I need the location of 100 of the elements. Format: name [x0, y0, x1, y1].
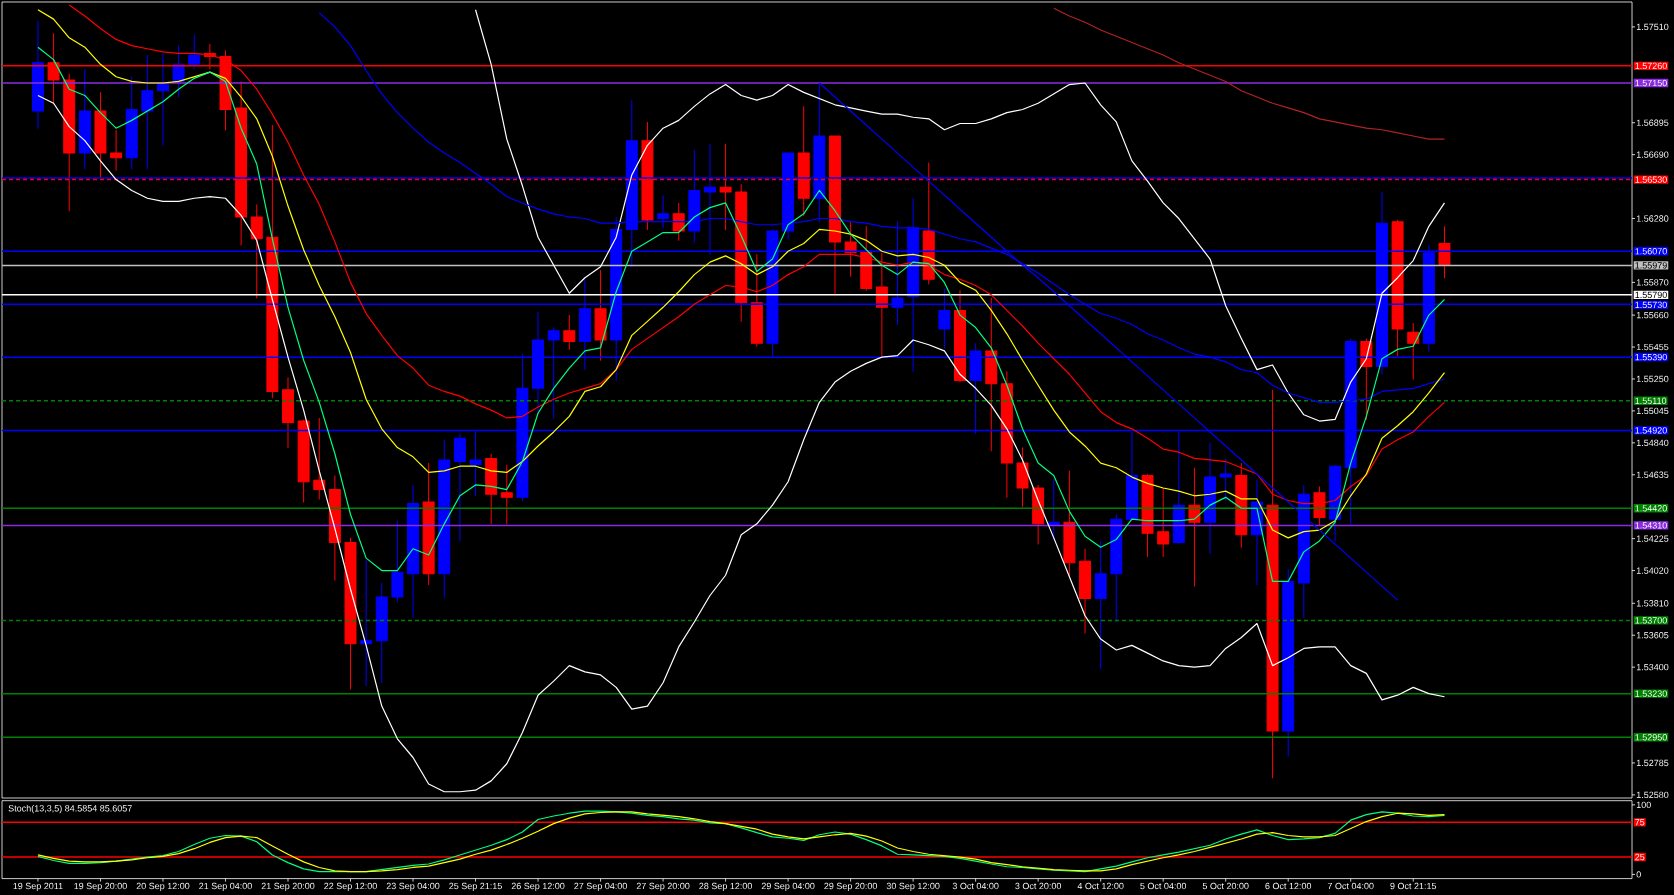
candlestick — [1282, 568, 1295, 757]
x-tick-label: 5 Oct 04:00 — [1140, 882, 1187, 890]
x-tick-label: 29 Sep 04:00 — [761, 882, 815, 891]
y-tick-label: 1.54635 — [1636, 471, 1669, 478]
y-tick-label: 1.52580 — [1636, 791, 1669, 799]
y-tick-label: 1.53605 — [1636, 632, 1669, 639]
ref-line-label: 1.53230 — [1635, 690, 1667, 697]
y-tick-label: 1.55870 — [1636, 279, 1669, 286]
y-tick-label: 0 — [1636, 871, 1641, 878]
ref-line-label: 75 — [1635, 819, 1645, 826]
candlestick — [594, 269, 607, 361]
candlestick — [657, 194, 670, 229]
candlestick — [1141, 473, 1154, 558]
candlestick — [78, 68, 91, 170]
x-tick-label: 23 Sep 04:00 — [386, 882, 440, 891]
y-tick-label: 1.54020 — [1636, 567, 1669, 574]
candlestick — [250, 204, 263, 299]
x-tick-label: 21 Sep 04:00 — [199, 882, 252, 891]
candlestick — [1016, 447, 1029, 508]
x-tick-label: 21 Sep 20:00 — [261, 882, 315, 891]
y-tick-label: 1.54840 — [1636, 439, 1669, 447]
ref-line-label: 1.57260 — [1635, 62, 1667, 70]
x-tick-label: 6 Oct 12:00 — [1265, 882, 1312, 890]
candlestick — [1079, 548, 1091, 634]
x-tick-label: 30 Sep 12:00 — [886, 882, 940, 891]
x-tick-label: 3 Oct 20:00 — [1015, 882, 1062, 890]
ref-line-label: 1.54420 — [1635, 505, 1667, 512]
x-tick-label: 28 Sep 12:00 — [699, 882, 752, 891]
y-tick-label: 1.56690 — [1636, 151, 1669, 158]
y-tick-label: 1.53810 — [1636, 600, 1669, 607]
ref-line-label: 25 — [1635, 853, 1645, 861]
candlestick — [485, 453, 498, 525]
candlestick — [1329, 464, 1342, 542]
candlestick — [360, 559, 373, 687]
ref-line-label: 1.57150 — [1635, 79, 1667, 87]
candlestick — [282, 376, 294, 449]
x-tick-label: 7 Oct 04:00 — [1327, 882, 1374, 890]
x-tick-label: 22 Sep 12:00 — [324, 882, 377, 891]
candlestick — [438, 439, 451, 598]
x-tick-label: 20 Sep 12:00 — [136, 882, 190, 891]
ref-line-label: 1.54310 — [1635, 522, 1667, 529]
ref-line-label: 1.54920 — [1635, 427, 1667, 434]
candlestick — [1391, 219, 1404, 357]
candlestick — [110, 129, 123, 171]
ref-line-label: 1.55110 — [1635, 397, 1667, 404]
chart-title: Stoch(13,3,5) 84.5854 85.6057 — [8, 804, 132, 814]
candlestick — [1110, 513, 1123, 623]
candlestick — [391, 520, 404, 603]
y-tick-label: 1.55455 — [1636, 343, 1669, 351]
y-tick-label: 1.55660 — [1636, 311, 1669, 319]
y-tick-label: 1.52785 — [1636, 759, 1669, 767]
y-tick-label: 1.53400 — [1636, 663, 1669, 671]
candlestick — [1219, 457, 1232, 501]
x-tick-label: 26 Sep 12:00 — [511, 882, 565, 891]
ref-line-label: 1.56530 — [1635, 176, 1667, 183]
candlestick — [344, 537, 357, 690]
candlestick — [750, 253, 763, 347]
x-tick-label: 9 Oct 21:15 — [1390, 882, 1437, 890]
x-tick-label: 25 Sep 21:15 — [449, 882, 502, 891]
ref-line-label: 1.55730 — [1635, 301, 1667, 309]
y-tick-label: 1.54225 — [1636, 535, 1669, 542]
x-tick-label: 4 Oct 12:00 — [1077, 882, 1124, 890]
x-tick-label: 3 Oct 04:00 — [952, 882, 999, 890]
x-tick-label: 19 Sep 20:00 — [74, 882, 127, 891]
y-tick-label: 1.57510 — [1636, 23, 1669, 31]
candlestick — [500, 464, 513, 525]
y-tick-label: 1.55045 — [1636, 407, 1669, 415]
candlestick — [141, 54, 154, 170]
candlestick — [297, 418, 310, 503]
y-tick-label: 100 — [1636, 801, 1651, 809]
candlestick — [954, 289, 966, 383]
y-tick-label: 1.56895 — [1636, 119, 1669, 126]
ref-line-label: 1.55790 — [1635, 291, 1667, 299]
candlestick — [1032, 484, 1045, 545]
ref-line-label: 1.52950 — [1635, 734, 1667, 741]
ref-line-label: 1.55390 — [1635, 353, 1667, 361]
candlestick — [1094, 540, 1107, 670]
candlestick — [157, 52, 169, 146]
x-tick-label: 27 Sep 20:00 — [636, 882, 690, 891]
y-tick-label: 1.55250 — [1636, 375, 1669, 383]
candlestick — [375, 582, 388, 684]
x-tick-label: 19 Sep 2011 — [13, 882, 63, 891]
ref-line-label: 1.56070 — [1635, 248, 1667, 255]
ref-line-label: 1.53700 — [1635, 617, 1667, 624]
x-tick-label: 5 Oct 20:00 — [1202, 882, 1249, 890]
candlestick — [94, 91, 107, 179]
y-tick-label: 1.56280 — [1636, 215, 1669, 222]
candlestick — [563, 314, 576, 350]
candlestick — [453, 432, 466, 542]
candlestick — [1157, 487, 1170, 558]
candlestick — [1000, 370, 1013, 498]
x-tick-label: 27 Sep 04:00 — [574, 882, 627, 891]
candlestick — [1063, 470, 1076, 576]
ref-line-label: 1.55979 — [1635, 262, 1667, 269]
candlestick — [407, 484, 419, 618]
x-tick-label: 29 Sep 20:00 — [824, 882, 878, 891]
candlestick — [188, 34, 201, 70]
candlestick — [422, 462, 435, 586]
candlestick — [125, 76, 138, 170]
candlestick — [1204, 442, 1217, 554]
